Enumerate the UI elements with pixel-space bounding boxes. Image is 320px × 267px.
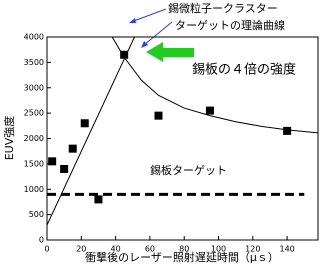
y-tick-label: 3000 [24,83,44,92]
x-tick-label: 0 [44,245,49,254]
x-tick-label: 140 [279,245,294,254]
data-point [60,164,69,173]
annotation: ターゲットの理論曲線 [175,18,285,32]
arrow-head [141,41,148,48]
data-point [68,144,77,153]
data-point [154,111,163,120]
y-tick-label: 500 [29,210,44,219]
x-tick-label: 20 [76,245,86,254]
y-tick-label: 2500 [24,109,44,118]
y-tick-label: 3500 [24,58,44,67]
x-tick-label: 100 [211,245,226,254]
y-axis-label: EUV強度 [2,116,16,161]
x-tick-label: 60 [145,245,155,254]
annotation: 錫板ターゲット [150,163,227,177]
data-point [120,50,129,59]
data-point [283,126,292,135]
y-tick-label: 2000 [24,134,44,143]
fit-curve [47,37,135,227]
x-tick-label: 120 [245,245,260,254]
annotation: 錫微粒子ークラスター [168,1,278,15]
pointer-arrow [143,21,173,46]
fit-curve [111,37,318,134]
arrow-head [129,18,136,23]
highlight-arrow [146,42,194,62]
data-point [205,106,214,115]
data-point [48,157,57,166]
y-tick-label: 1000 [24,185,44,194]
data-point [94,195,103,204]
y-tick-label: 0 [39,236,44,245]
y-tick-label: 1500 [24,159,44,168]
data-point [80,119,89,128]
pointer-arrow [130,8,167,23]
x-tick-label: 40 [111,245,121,254]
annotation: 錫板の４倍の強度 [192,62,296,78]
x-axis-label: 衝撃後のレーザー照射遅延時間（μｓ） [85,250,279,264]
x-tick-label: 80 [179,245,189,254]
y-tick-label: 4000 [24,33,44,42]
